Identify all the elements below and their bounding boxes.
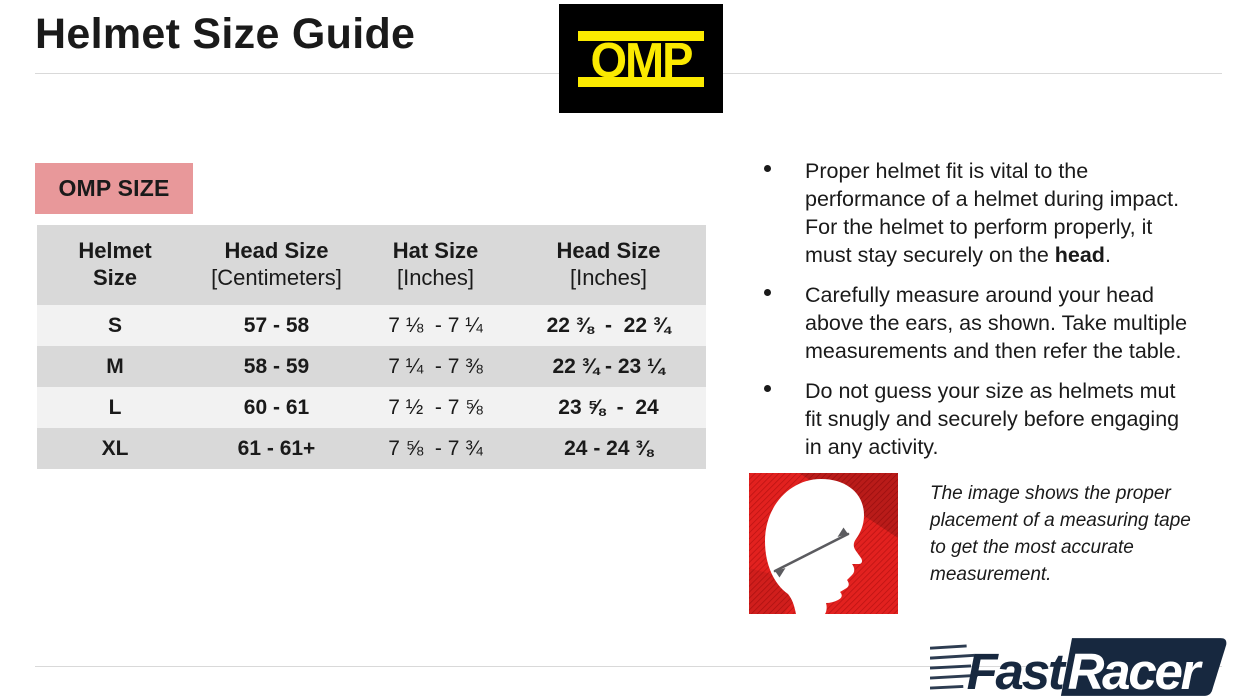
svg-text:Racer: Racer [1068,643,1204,700]
svg-text:Fast: Fast [967,643,1067,700]
